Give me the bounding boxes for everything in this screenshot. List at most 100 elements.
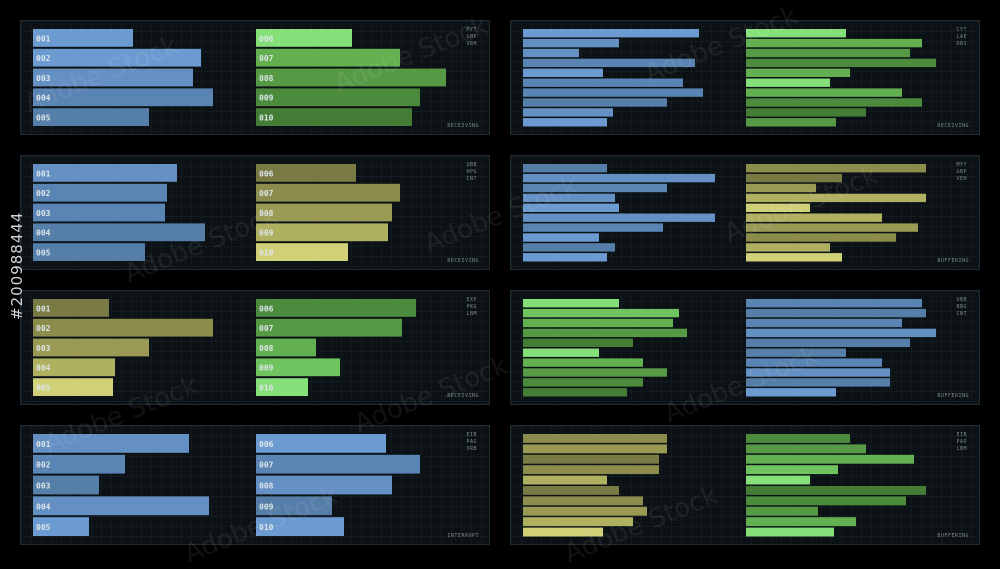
bar [523, 164, 607, 173]
chart-panel-2: CYT LAE DBS RECEIVING [510, 20, 980, 135]
bar-label: 009 [259, 364, 274, 373]
bar [746, 38, 922, 48]
panel-status: BUFFERING [937, 393, 969, 399]
bar-label: 010 [259, 383, 274, 392]
chart-panel-7: 001 002 003 004 005 006 007 008 009 010 EIB PAG ORB I… [20, 425, 490, 545]
bar-label: 003 [36, 344, 51, 353]
bar-label: 001 [36, 304, 51, 313]
bar [33, 183, 167, 202]
bar [746, 358, 882, 367]
bar [523, 98, 667, 107]
bar-chart [523, 29, 936, 127]
panel-code: HPG [466, 169, 477, 175]
bar [746, 233, 896, 242]
bar [746, 444, 866, 454]
bar [33, 358, 115, 377]
panel-code: DBS [956, 41, 967, 47]
panel-code: EIB [956, 432, 967, 438]
bar [746, 486, 926, 495]
bar [523, 506, 647, 516]
bar-chart: 001 002 003 004 005 006 007 008 009 010 [33, 164, 400, 261]
bar-label: 010 [259, 113, 274, 122]
bar [256, 358, 340, 377]
bar [256, 203, 392, 222]
bar [256, 48, 400, 67]
bar [746, 203, 810, 212]
bar [746, 506, 818, 516]
bar-label: 007 [259, 54, 274, 63]
bar [746, 475, 810, 485]
bar [523, 183, 667, 193]
bar-label: 002 [36, 461, 51, 470]
bar-chart: 001 002 003 004 005 006 007 008 009 010 [33, 434, 420, 536]
bar-label: 003 [36, 209, 51, 218]
bar [33, 243, 145, 261]
bar [523, 348, 599, 357]
panel-codes: UBB HPG CNT [466, 162, 477, 183]
bar-label: 004 [36, 229, 51, 238]
bar [256, 454, 420, 474]
bar-label: 006 [259, 440, 274, 449]
panel-code: EXP [466, 297, 477, 303]
bar [523, 58, 695, 68]
panel-status: BUFFERING [937, 533, 969, 539]
bar [746, 78, 830, 87]
bar [523, 358, 643, 367]
bar [746, 328, 936, 338]
panel-code: PAO [956, 439, 967, 445]
bar-label: 005 [36, 248, 51, 257]
bar [523, 328, 687, 338]
panel-status: RECEIVING [447, 123, 479, 129]
bar [523, 527, 603, 537]
bar [746, 243, 830, 252]
bar [256, 475, 392, 495]
bar-chart: 001 002 003 004 005 006 007 008 009 010 [33, 299, 416, 396]
bar-label: 008 [259, 209, 274, 218]
bar [523, 223, 663, 232]
bar-label: 001 [36, 34, 51, 43]
bar [746, 253, 842, 262]
bar [746, 378, 890, 387]
panel-codes: EXP PKG LBM [466, 297, 477, 318]
bar [746, 183, 816, 193]
bar-label: 006 [259, 34, 274, 43]
chart-panel-8: EIB PAO LBM BUFFERING [510, 425, 980, 545]
bar [523, 465, 659, 475]
bar [523, 434, 667, 443]
chart-panel-6: UBB BBG CNT BUFFERING [510, 290, 980, 405]
bar-label: 002 [36, 324, 51, 333]
bar [746, 465, 838, 475]
bar [256, 29, 352, 47]
panel-code: CNT [466, 176, 477, 182]
bar [256, 434, 386, 453]
bar [523, 368, 667, 377]
bar [33, 517, 89, 536]
bar [746, 98, 922, 107]
bar-label: 004 [36, 502, 51, 511]
bar-label: 008 [259, 344, 274, 353]
bar [746, 213, 882, 222]
bar [33, 434, 189, 453]
bar [746, 299, 922, 308]
bar [33, 48, 201, 67]
bar-label: 007 [259, 461, 274, 470]
panel-code: EIB [466, 432, 477, 438]
bar [523, 308, 679, 318]
bar-label: 009 [259, 94, 274, 103]
bar-label: 002 [36, 54, 51, 63]
bar-label: 007 [259, 324, 274, 333]
bar [523, 454, 659, 464]
panel-code: LBM [466, 311, 477, 317]
bar [33, 88, 213, 107]
bar [33, 338, 149, 357]
bar-label: 008 [259, 74, 274, 83]
bar [523, 486, 619, 495]
bar-label: 009 [259, 502, 274, 511]
bar-label: 004 [36, 364, 51, 373]
bar-label: 010 [259, 248, 274, 257]
panel-codes: EIB PAG ORB [466, 432, 477, 453]
panel-code: BBG [956, 304, 967, 310]
bar [256, 108, 412, 126]
panel-code: PAG [466, 439, 477, 445]
bar [746, 434, 850, 443]
